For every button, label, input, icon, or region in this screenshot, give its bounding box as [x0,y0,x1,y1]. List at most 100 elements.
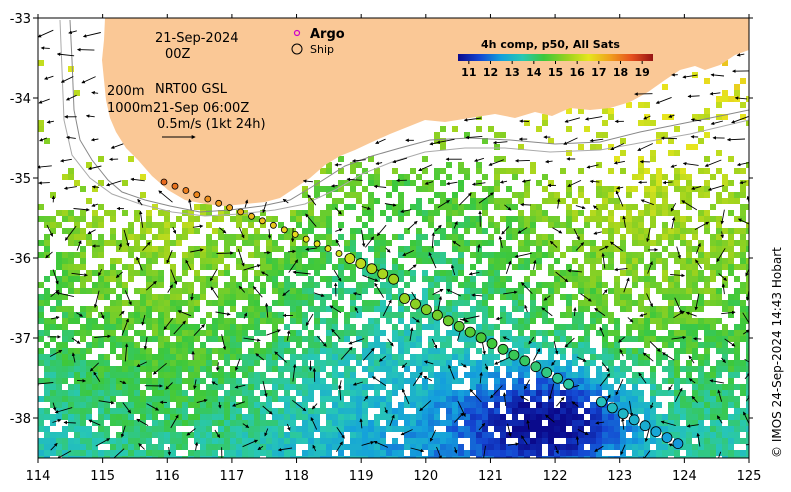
sst-pixel [428,198,434,204]
sst-pixel [200,246,206,252]
current-arrow [136,418,149,426]
sst-pixel [440,366,446,372]
sst-pixel [614,186,620,192]
sst-pixel [50,432,56,438]
sst-pixel [194,456,200,458]
sst-pixel [416,444,422,450]
sst-pixel [200,402,206,408]
sst-pixel [272,282,278,288]
sst-pixel [344,240,350,246]
sst-pixel [704,168,710,174]
sst-pixel [98,432,104,438]
sst-pixel [308,378,314,384]
sst-pixel [482,282,488,288]
current-arrow [503,290,518,295]
sst-pixel [596,414,602,420]
sst-pixel [356,378,362,384]
sst-pixel [260,264,266,270]
sst-pixel [290,456,296,458]
sst-pixel [224,342,230,348]
sst-pixel [578,450,584,456]
sst-pixel [146,264,152,270]
sst-pixel [224,330,230,336]
sst-pixel [56,276,62,282]
sst-pixel [650,258,656,264]
sst-pixel [446,354,452,360]
sst-pixel [230,432,236,438]
sst-pixel [104,282,110,288]
sst-pixel [62,366,68,372]
sst-pixel [470,306,476,312]
sst-pixel [212,252,218,258]
ship-track-point [650,426,662,438]
sst-pixel [650,186,656,192]
sst-pixel [530,342,536,348]
sst-pixel [116,318,122,324]
sst-pixel [206,390,212,396]
sst-pixel [38,306,44,312]
sst-pixel [662,312,668,318]
sst-pixel [704,360,710,366]
sst-pixel [674,210,680,216]
sst-pixel [164,210,170,216]
sst-pixel [404,402,410,408]
sst-pixel [188,396,194,402]
sst-pixel [446,420,452,426]
sst-pixel [458,426,464,432]
sst-pixel [476,270,482,276]
sst-pixel [164,222,170,228]
sst-pixel [572,348,578,354]
sst-pixel [620,216,626,222]
sst-pixel [176,402,182,408]
sst-pixel [170,444,176,450]
sst-pixel [98,396,104,402]
sst-pixel [314,414,320,420]
sst-pixel [116,354,122,360]
sst-pixel [692,402,698,408]
sst-pixel [74,312,80,318]
sst-pixel [620,222,626,228]
current-arrow [136,361,147,368]
sst-pixel [218,210,224,216]
sst-pixel [608,396,614,402]
sst-pixel [728,246,734,252]
sst-pixel [656,390,662,396]
sst-pixel [92,378,98,384]
sst-pixel [38,360,44,366]
sst-pixel [482,312,488,318]
sst-pixel [68,282,74,288]
sst-pixel [728,360,734,366]
sst-pixel [308,444,314,450]
sst-pixel [320,402,326,408]
current-arrow [63,186,77,190]
sst-pixel [452,300,458,306]
sst-pixel [266,402,272,408]
sst-pixel [590,312,596,318]
sst-pixel [464,240,470,246]
sst-pixel [482,186,488,192]
sst-pixel [284,336,290,342]
ship-track-point [366,263,378,275]
sst-pixel [350,408,356,414]
sst-pixel [434,354,440,360]
sst-pixel [494,186,500,192]
sst-pixel [374,402,380,408]
sst-pixel [680,258,686,264]
sst-pixel [38,456,44,458]
sst-pixel [350,414,356,420]
sst-pixel [242,336,248,342]
sst-pixel [566,126,572,132]
sst-pixel [602,420,608,426]
sst-pixel [512,174,518,180]
ship-track-point [291,230,299,238]
sst-pixel [590,246,596,252]
sst-pixel [110,378,116,384]
sst-pixel [584,240,590,246]
sst-pixel [386,354,392,360]
sst-pixel [572,276,578,282]
sst-pixel [404,348,410,354]
sst-pixel [452,312,458,318]
current-arrow [670,164,677,168]
sst-pixel [182,234,188,240]
sst-pixel [692,432,698,438]
